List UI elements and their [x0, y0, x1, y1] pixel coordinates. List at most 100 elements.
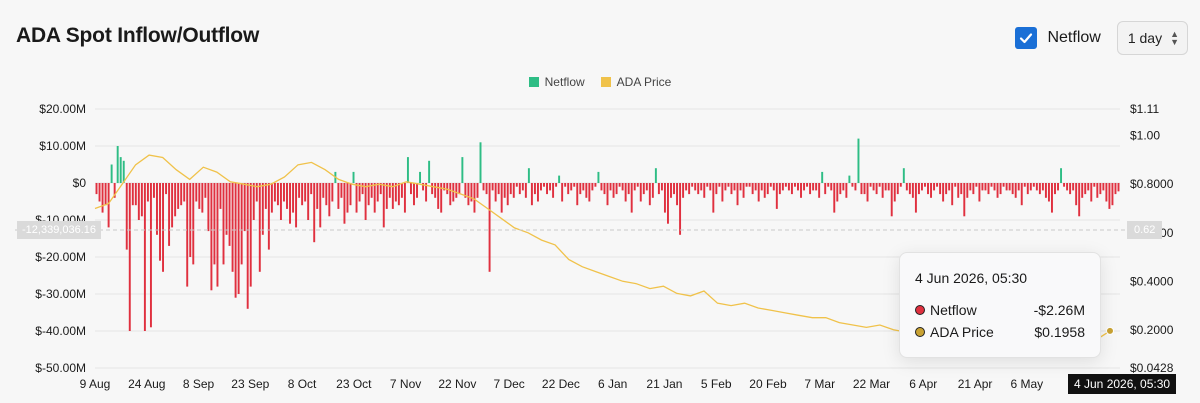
netflow-bar[interactable]	[422, 183, 425, 191]
netflow-bar[interactable]	[252, 183, 255, 220]
netflow-bar[interactable]	[500, 183, 503, 213]
netflow-bar[interactable]	[361, 183, 364, 195]
netflow-bar[interactable]	[1096, 183, 1099, 198]
netflow-bar[interactable]	[276, 183, 279, 206]
netflow-bar[interactable]	[917, 183, 920, 195]
netflow-bar[interactable]	[180, 183, 183, 206]
netflow-bar[interactable]	[152, 183, 155, 198]
netflow-bar[interactable]	[975, 183, 978, 187]
netflow-bar[interactable]	[1011, 183, 1014, 195]
netflow-bar[interactable]	[319, 183, 322, 228]
netflow-bar[interactable]	[818, 183, 821, 198]
netflow-bar[interactable]	[660, 183, 663, 191]
netflow-bar[interactable]	[279, 183, 282, 220]
netflow-bar[interactable]	[325, 183, 328, 206]
netflow-bar[interactable]	[775, 183, 778, 209]
netflow-bar[interactable]	[890, 183, 893, 217]
netflow-bar[interactable]	[373, 183, 376, 213]
netflow-bar[interactable]	[966, 183, 969, 198]
netflow-bar[interactable]	[987, 183, 990, 195]
netflow-bar[interactable]	[908, 183, 911, 195]
netflow-bar[interactable]	[930, 183, 932, 198]
netflow-bar[interactable]	[1008, 183, 1011, 191]
netflow-bar[interactable]	[951, 183, 954, 206]
netflow-bar[interactable]	[116, 146, 119, 183]
netflow-bar[interactable]	[104, 183, 107, 206]
netflow-bar[interactable]	[567, 183, 570, 195]
netflow-bar[interactable]	[174, 183, 177, 217]
netflow-bar[interactable]	[440, 183, 443, 213]
netflow-bar[interactable]	[322, 183, 325, 198]
netflow-bar[interactable]	[809, 183, 812, 195]
netflow-bar[interactable]	[113, 183, 116, 198]
netflow-bar[interactable]	[911, 183, 914, 198]
netflow-bar[interactable]	[201, 183, 204, 213]
netflow-bar[interactable]	[533, 183, 536, 195]
netflow-bar[interactable]	[95, 183, 98, 195]
netflow-bar[interactable]	[1035, 183, 1038, 191]
netflow-bar[interactable]	[122, 160, 125, 183]
netflow-bar[interactable]	[509, 183, 512, 195]
netflow-bar[interactable]	[119, 157, 122, 183]
netflow-bar[interactable]	[140, 183, 143, 217]
netflow-bar[interactable]	[878, 183, 881, 187]
netflow-bar[interactable]	[558, 175, 561, 183]
netflow-bar[interactable]	[143, 183, 146, 331]
netflow-bar[interactable]	[228, 183, 231, 246]
netflow-bar[interactable]	[561, 183, 564, 202]
netflow-bar[interactable]	[984, 183, 987, 191]
netflow-bar[interactable]	[594, 183, 597, 187]
netflow-bar[interactable]	[313, 183, 316, 243]
netflow-bar[interactable]	[797, 183, 799, 191]
netflow-bar[interactable]	[760, 183, 763, 191]
interval-select[interactable]: 1 day ▲ ▼	[1116, 21, 1188, 55]
netflow-bar[interactable]	[328, 183, 331, 217]
netflow-bar[interactable]	[273, 183, 276, 202]
netflow-bar[interactable]	[993, 183, 996, 191]
netflow-bar[interactable]	[676, 183, 679, 206]
netflow-bar[interactable]	[186, 183, 189, 287]
netflow-bar[interactable]	[403, 183, 406, 213]
netflow-bar[interactable]	[579, 183, 582, 195]
netflow-bar[interactable]	[963, 183, 966, 217]
netflow-bar[interactable]	[352, 171, 355, 183]
netflow-bar[interactable]	[830, 183, 833, 191]
netflow-bar[interactable]	[609, 183, 612, 191]
netflow-bar[interactable]	[316, 183, 319, 209]
netflow-bar[interactable]	[125, 183, 128, 250]
netflow-bar[interactable]	[540, 183, 542, 191]
netflow-bar[interactable]	[530, 183, 533, 206]
netflow-bar[interactable]	[848, 175, 851, 183]
netflow-bar[interactable]	[476, 183, 479, 198]
netflow-bar[interactable]	[207, 183, 210, 232]
netflow-bar[interactable]	[464, 183, 467, 198]
netflow-bar[interactable]	[651, 183, 654, 198]
netflow-bar[interactable]	[854, 183, 857, 191]
netflow-bar[interactable]	[1023, 183, 1026, 187]
netflow-bar[interactable]	[370, 183, 373, 198]
netflow-bar[interactable]	[189, 183, 192, 257]
netflow-bar[interactable]	[286, 183, 288, 209]
netflow-bar[interactable]	[216, 183, 219, 287]
netflow-bar[interactable]	[942, 183, 945, 202]
netflow-bar[interactable]	[524, 183, 527, 198]
netflow-bar[interactable]	[691, 183, 694, 187]
netflow-bar[interactable]	[633, 183, 636, 191]
netflow-bar[interactable]	[546, 183, 548, 195]
netflow-bar[interactable]	[772, 183, 775, 191]
netflow-bar[interactable]	[134, 183, 137, 206]
netflow-bar[interactable]	[945, 183, 948, 195]
netflow-bar[interactable]	[794, 183, 796, 187]
netflow-bar[interactable]	[670, 183, 672, 198]
netflow-bar[interactable]	[957, 183, 960, 198]
netflow-bar[interactable]	[914, 183, 917, 213]
netflow-bar[interactable]	[751, 183, 754, 195]
netflow-bar[interactable]	[337, 183, 340, 209]
netflow-bar[interactable]	[784, 183, 787, 187]
netflow-bar[interactable]	[721, 183, 724, 202]
netflow-bar[interactable]	[787, 183, 790, 191]
netflow-bar[interactable]	[727, 183, 730, 187]
netflow-bar[interactable]	[700, 183, 703, 191]
netflow-bar[interactable]	[927, 183, 929, 195]
netflow-bar[interactable]	[999, 183, 1002, 195]
